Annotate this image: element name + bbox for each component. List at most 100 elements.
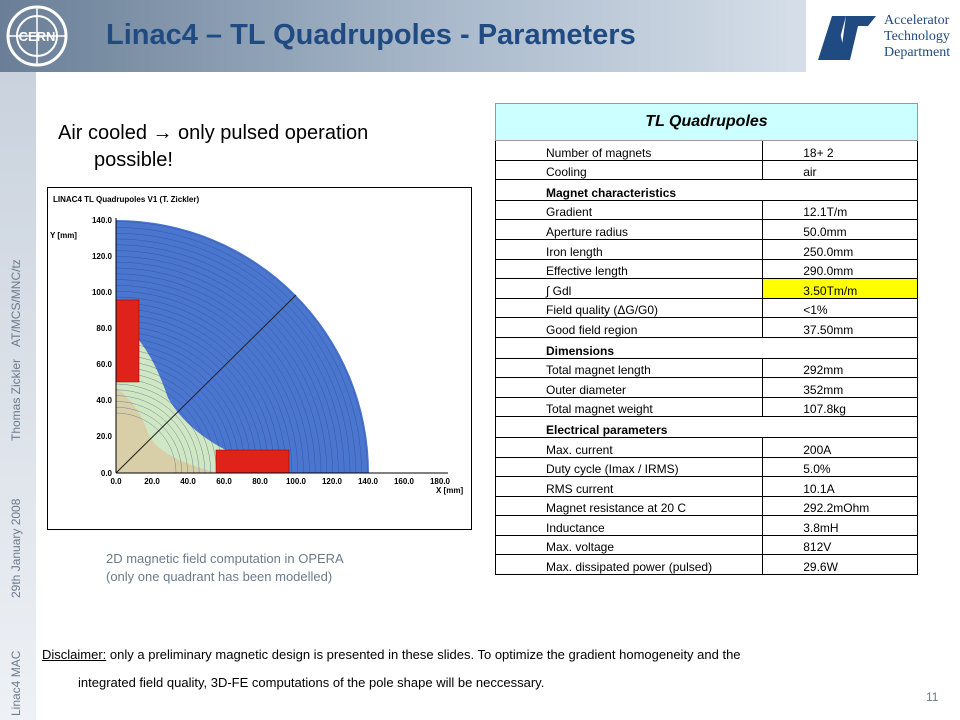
field-contour-line: [115, 227, 362, 474]
table-row: Good field region 37.50mm: [494, 317, 918, 338]
plot-title: LINAC4 TL Quadrupoles V1 (T. Zickler): [53, 195, 199, 204]
plot-area: 140.0 120.0 100.0 80.0 60.0 40.0 20.0 0.…: [92, 216, 451, 486]
x-tick: 120.0: [322, 477, 343, 486]
table-row: Cooling air: [494, 160, 918, 181]
side-footer: Linac4 MAC 29th January 2008 Thomas Zick…: [9, 259, 23, 716]
intro-text: Air cooled → only pulsed operation possi…: [58, 122, 369, 171]
parameter-label: Number of magnets: [494, 140, 763, 161]
parameter-label: Gradient: [494, 200, 763, 221]
table-title: TL Quadrupoles: [495, 103, 918, 141]
parameter-label: Iron length: [494, 239, 763, 260]
table-row: Total magnet length 292mm: [494, 358, 918, 379]
table-row: Number of magnets 18+ 2: [494, 140, 918, 161]
table-row: Total magnet weight 107.8kg: [494, 397, 918, 418]
x-tick: 0.0: [110, 477, 122, 486]
parameter-value: <1%: [762, 298, 918, 319]
table-row: Max. dissipated power (pulsed) 29.6W: [494, 554, 918, 576]
slide-header: CERN Linac4 – TL Quadrupoles - Parameter…: [0, 0, 806, 72]
parameter-label: Magnet resistance at 20 C: [494, 496, 763, 517]
parameter-value: air: [762, 160, 918, 181]
table-row: Outer diameter 352mm: [494, 377, 918, 398]
parameter-label: Inductance: [494, 515, 763, 536]
field-contour-line: [115, 302, 287, 474]
disclaimer: Disclaimer: only a preliminary magnetic …: [42, 647, 741, 690]
department-logo: Accelerator Technology Department: [806, 0, 960, 72]
table-row: ∫ Gdl 3.50Tm/m: [494, 278, 918, 299]
parameter-value: 292.2mOhm: [762, 496, 918, 517]
parameter-value: 3.50Tm/m: [762, 278, 918, 299]
field-contour-line: [115, 261, 328, 474]
parameter-value: 29.6W: [762, 554, 918, 576]
parameter-value: 290.0mm: [762, 259, 918, 280]
table-row: Aperture radius 50.0mm: [494, 219, 918, 240]
table-row: Iron length 250.0mm: [494, 239, 918, 260]
field-contour-line: [115, 360, 229, 474]
field-plot: LINAC4 TL Quadrupoles V1 (T. Zickler) Y …: [47, 187, 472, 530]
field-contour-line: [115, 221, 368, 474]
table-row: Dimensions: [495, 337, 918, 359]
x-tick: 20.0: [144, 477, 160, 486]
field-contour-line: [115, 232, 357, 474]
parameter-value: 50.0mm: [762, 219, 918, 240]
parameter-label: Duty cycle (Imax / IRMS): [494, 457, 763, 478]
parameter-value: 10.1A: [762, 476, 918, 497]
y-tick-labels: 140.0 120.0 100.0 80.0 60.0 40.0 20.0 0.…: [92, 216, 113, 478]
parameter-value: 292mm: [762, 358, 918, 379]
cern-logo-text: CERN: [19, 29, 56, 44]
field-contour-line: [115, 308, 281, 474]
plot-caption: 2D magnetic field computation in OPERA (…: [106, 551, 344, 584]
parameter-label: Max. dissipated power (pulsed): [494, 554, 763, 576]
field-contour-line: [115, 314, 275, 474]
field-contour-line: [115, 343, 246, 474]
at-logo-icon: [818, 16, 876, 60]
field-contour-line: [115, 354, 235, 474]
x-tick: 180.0: [430, 477, 451, 486]
parameter-label: Max. voltage: [494, 535, 763, 556]
y-tick: 140.0: [92, 216, 113, 225]
field-contour-line: [115, 267, 322, 474]
parameter-value: 107.8kg: [762, 397, 918, 418]
parameter-label: Good field region: [494, 317, 763, 338]
parameter-label: Total magnet weight: [494, 397, 763, 418]
table-row: Magnet resistance at 20 C 292.2mOhm: [494, 496, 918, 517]
parameter-label: Total magnet length: [494, 358, 763, 379]
field-contour-line: [115, 256, 333, 474]
parameter-value: 18+ 2: [762, 140, 918, 161]
y-tick: 60.0: [96, 360, 112, 369]
field-contour-line: [115, 319, 270, 474]
page-title: Linac4 – TL Quadrupoles - Parameters: [106, 19, 636, 51]
y-tick: 120.0: [92, 252, 113, 261]
x-tick: 160.0: [394, 477, 415, 486]
y-tick: 100.0: [92, 288, 113, 297]
field-contour-line: [115, 273, 316, 474]
field-contour-line: [115, 348, 241, 474]
y-tick: 20.0: [96, 432, 112, 441]
y-tick: 40.0: [96, 396, 112, 405]
parameter-value: 37.50mm: [762, 317, 918, 338]
field-contour-line: [115, 279, 310, 474]
field-contour-line: [115, 250, 339, 474]
field-contour-line: [115, 244, 345, 474]
table-row: Gradient 12.1T/m: [494, 200, 918, 221]
parameter-label: Cooling: [494, 160, 763, 181]
parameter-label: RMS current: [494, 476, 763, 497]
x-tick: 80.0: [252, 477, 268, 486]
parameter-label: Aperture radius: [494, 219, 763, 240]
x-tick: 140.0: [358, 477, 379, 486]
field-contour-line: [115, 238, 351, 474]
field-contour-line: [115, 290, 299, 474]
side-bar: [0, 72, 36, 720]
y-tick: 80.0: [96, 324, 112, 333]
table-row: Inductance 3.8mH: [494, 515, 918, 536]
table-row: RMS current 10.1A: [494, 476, 918, 497]
table-row: Effective length 290.0mm: [494, 259, 918, 280]
table-row: Max. current 200A: [494, 437, 918, 458]
x-axis-label: X [mm]: [436, 486, 463, 495]
y-tick: 0.0: [101, 469, 113, 478]
field-plot-svg: LINAC4 TL Quadrupoles V1 (T. Zickler) Y …: [50, 195, 463, 495]
table-row: Magnet characteristics: [495, 179, 918, 201]
parameter-label: Field quality (ΔG/G0): [494, 298, 763, 319]
field-contour-line: [115, 296, 293, 474]
table-section-header: Dimensions: [495, 337, 918, 359]
x-tick: 60.0: [216, 477, 232, 486]
